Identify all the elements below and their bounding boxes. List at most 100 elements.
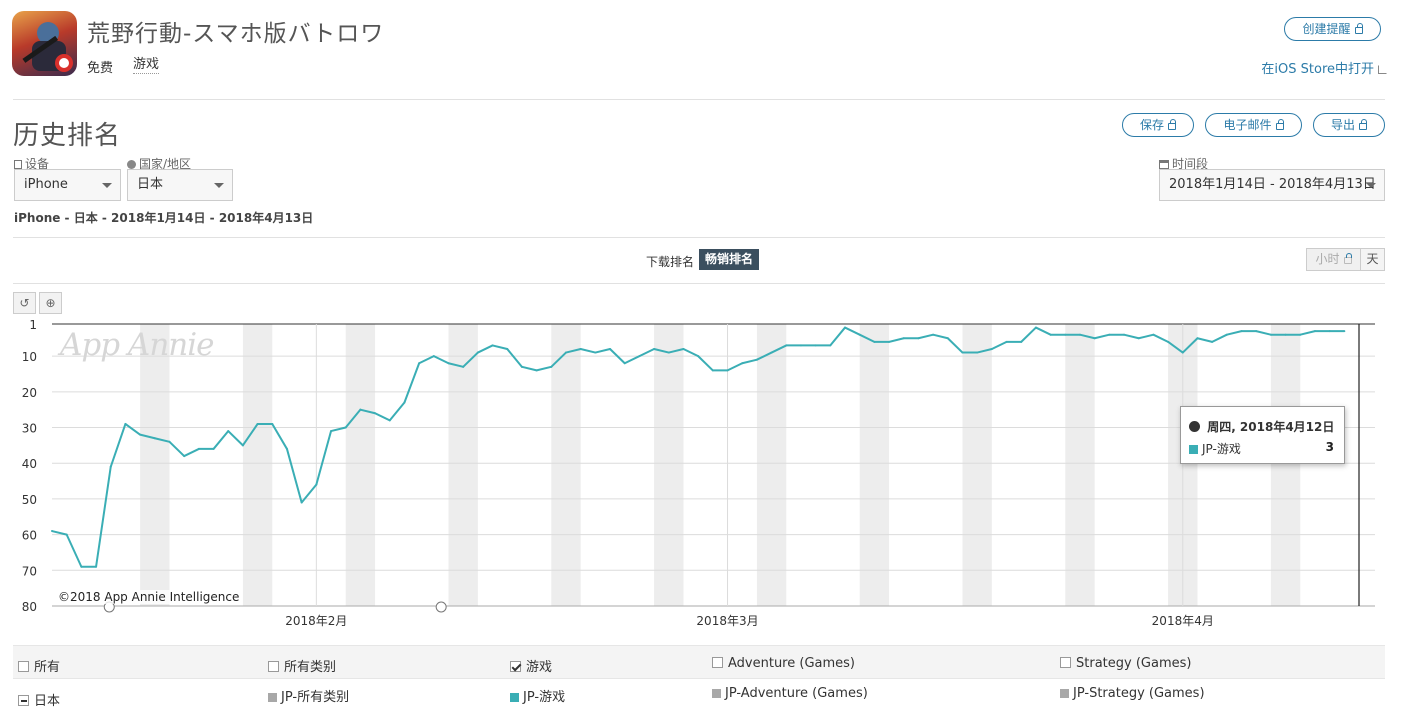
collapse-icon [18, 695, 29, 706]
open-ios-label: 在iOS Store中打开 [1261, 62, 1374, 77]
x-tick-label: 2018年2月 [285, 614, 347, 628]
data-point [990, 347, 993, 350]
app-price: 免费 [87, 61, 114, 76]
weekend-band [140, 324, 170, 606]
export-button[interactable]: 导出 [1313, 113, 1385, 137]
data-point [1108, 333, 1111, 336]
legend-country-label: 日本 [34, 694, 61, 709]
data-point [667, 351, 670, 354]
tab-download-rank[interactable]: 下载排名 [646, 255, 695, 269]
calendar-icon [1159, 160, 1169, 169]
data-point [462, 365, 465, 368]
data-point [1299, 333, 1302, 336]
globe-icon [127, 160, 136, 169]
data-point [183, 455, 186, 458]
legend-jp-adventure[interactable]: JP-Adventure (Games) [712, 686, 868, 701]
device-select-value: iPhone [24, 177, 68, 192]
tabs-divider [13, 283, 1385, 284]
y-tick-label: 1 [29, 318, 37, 332]
event-marker-icon [435, 601, 447, 613]
legend-all[interactable]: 所有 [18, 656, 60, 675]
weekend-band [1270, 324, 1301, 606]
legend-adventure[interactable]: Adventure (Games) [712, 656, 855, 671]
data-point [888, 340, 891, 343]
granularity-hour-button[interactable]: 小时 [1307, 249, 1361, 270]
data-point [961, 351, 964, 354]
legend-strategy-label: Strategy (Games) [1076, 656, 1192, 671]
legend-country-japan[interactable]: 日本 [18, 690, 60, 709]
chart-copyright: ©2018 App Annie Intelligence [58, 590, 240, 604]
app-category-link[interactable]: 游戏 [133, 57, 160, 74]
reset-zoom-button[interactable]: ↺ [13, 292, 36, 314]
legend-jp-strategy[interactable]: JP-Strategy (Games) [1060, 686, 1205, 701]
device-icon [14, 160, 22, 169]
legend-jp-strategy-label: JP-Strategy (Games) [1073, 686, 1205, 701]
data-point [1313, 330, 1316, 333]
save-button[interactable]: 保存 [1122, 113, 1194, 137]
ranking-chart[interactable]: 1 10 20 30 40 50 60 70 80 2018年2月 2018年3月 2018年4月 [0, 315, 1401, 640]
header-divider [13, 99, 1385, 100]
legend-strategy[interactable]: Strategy (Games) [1060, 656, 1191, 671]
data-point [902, 337, 905, 340]
data-point [1034, 326, 1037, 329]
email-button[interactable]: 电子邮件 [1205, 113, 1302, 137]
data-point [1078, 333, 1081, 336]
data-point [682, 347, 685, 350]
save-label: 保存 [1139, 118, 1164, 132]
external-link-icon [1378, 65, 1387, 74]
data-point [344, 426, 347, 429]
legend-games[interactable]: 游戏 [510, 656, 552, 675]
tab-grossing-rank[interactable]: 畅销排名 [699, 249, 760, 270]
data-point [785, 344, 788, 347]
chart-subtitle: iPhone - 日本 - 2018年1月14日 - 2018年4月13日 [14, 211, 314, 225]
legend-all-label: 所有 [34, 660, 61, 675]
legend-jp-games[interactable]: JP-游戏 [510, 686, 565, 705]
granularity-day-button[interactable]: 天 [1361, 249, 1384, 270]
weekend-band [345, 324, 376, 606]
zoom-button[interactable]: ⊕ [39, 292, 62, 314]
chevron-down-icon [1366, 183, 1376, 188]
data-point [814, 344, 817, 347]
country-select[interactable]: 日本 [127, 169, 233, 201]
tooltip-date-text: 周四, 2018年4月12日 [1207, 420, 1335, 434]
data-point [1240, 330, 1243, 333]
data-point [976, 351, 979, 354]
data-point [946, 337, 949, 340]
x-tick-label: 2018年4月 [1152, 614, 1214, 628]
legend-adventure-label: Adventure (Games) [728, 656, 855, 671]
series-legend: 所有 所有类别 游戏 Adventure (Games) Strategy (G… [13, 645, 1385, 720]
weekend-band [859, 324, 890, 606]
data-point [726, 369, 729, 372]
data-point [271, 422, 274, 425]
device-select[interactable]: iPhone [14, 169, 121, 201]
checkbox-icon [1060, 657, 1071, 668]
open-ios-store-link[interactable]: 在iOS Store中打开 [1261, 58, 1387, 77]
data-point [844, 326, 847, 329]
series-swatch [268, 693, 277, 702]
data-point [506, 347, 509, 350]
legend-all-categories[interactable]: 所有类别 [268, 656, 336, 675]
tooltip-date: 周四, 2018年4月12日 [1189, 418, 1334, 435]
legend-jp-all-categories[interactable]: JP-所有类别 [268, 686, 349, 705]
weekend-band [962, 324, 992, 606]
data-point [330, 430, 333, 433]
granularity-hour-label: 小时 [1315, 252, 1340, 266]
data-point [1225, 333, 1228, 336]
lock-icon [1275, 119, 1284, 130]
data-point [359, 408, 362, 411]
data-point [80, 565, 83, 568]
create-alert-label: 创建提醒 [1302, 22, 1351, 36]
data-point [491, 344, 494, 347]
data-point [932, 333, 935, 336]
data-point [403, 401, 406, 404]
data-point [432, 355, 435, 358]
period-select[interactable]: 2018年1月14日 - 2018年4月13日 [1159, 169, 1385, 201]
lock-icon [1343, 253, 1352, 264]
data-point [1284, 333, 1287, 336]
export-label: 导出 [1330, 118, 1355, 132]
data-point [1328, 330, 1331, 333]
country-select-value: 日本 [137, 177, 164, 192]
country-label: 国家/地区 [127, 155, 191, 172]
create-alert-button[interactable]: 创建提醒 [1284, 17, 1381, 41]
reset-icon: ↺ [19, 296, 30, 310]
